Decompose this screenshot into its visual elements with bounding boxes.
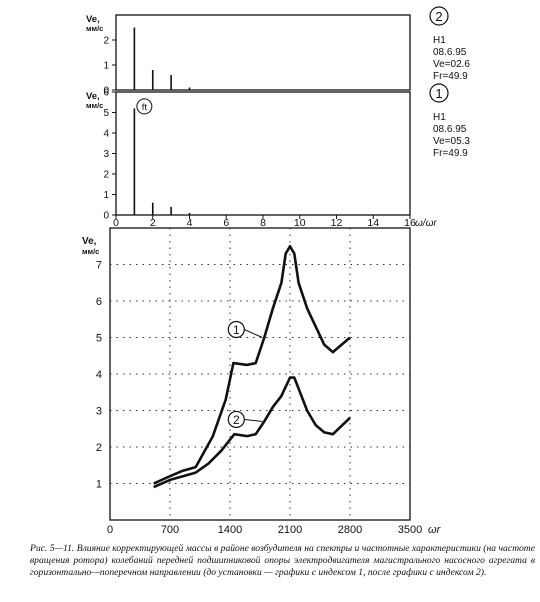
series-label-leader	[244, 329, 263, 338]
info-line: Ve=02.6	[433, 59, 470, 70]
info-line: 08.6.95	[433, 47, 467, 58]
y-axis-label: Ve,	[86, 14, 100, 25]
plot-frame	[115, 91, 411, 216]
info-line: 08.6.95	[433, 124, 467, 135]
y-tick-label: 1	[103, 190, 109, 201]
info-line: Fr=49.9	[433, 148, 468, 159]
series-line-1	[153, 245, 351, 485]
annotation-circle	[136, 98, 153, 115]
info-line: Ve=05.3	[433, 136, 470, 147]
x-tick-label: 700	[161, 524, 179, 536]
info-line: H1	[433, 35, 446, 46]
response-panel: 1 2 3 4 5 6 7 0 700 1400 2100 2800 3500 ωr Ve,мм/с 1 2	[82, 227, 442, 536]
y-tick-label: 1	[103, 61, 109, 72]
index-circle	[429, 83, 449, 103]
series-label-leader	[244, 418, 263, 422]
x-tick-label: 8	[260, 217, 266, 229]
x-tick-label: 2	[150, 217, 156, 229]
y-tick-label: 2	[103, 36, 109, 47]
y-tick-label: 5	[103, 108, 109, 119]
x-axis-label: ωr	[428, 524, 442, 536]
y-tick-label: 4	[96, 369, 102, 381]
x-tick-label: 4	[187, 217, 193, 229]
y-axis-label: Ve,	[86, 91, 100, 102]
x-tick-label: 0	[113, 217, 119, 229]
figure: 012Ve,мм/с2H108.6.95Ve=02.6Fr=49.9012345…	[82, 6, 470, 536]
index-label: 2	[435, 9, 442, 24]
y-tick-label: 0	[103, 86, 109, 97]
series-label: 1	[233, 323, 240, 337]
y-axis-unit: мм/с	[86, 101, 103, 110]
series-line-2	[153, 376, 351, 489]
x-tick-label: 2100	[278, 524, 302, 536]
index-circle	[429, 6, 449, 26]
y-tick-label: 6	[96, 296, 102, 308]
x-axis-label: ω/ωr	[415, 218, 437, 229]
x-tick-label: 2800	[338, 524, 362, 536]
y-tick-label: 2	[103, 170, 109, 181]
x-tick-label: 3500	[398, 524, 422, 536]
y-tick-label: 7	[96, 260, 102, 272]
info-line: Fr=49.9	[433, 71, 468, 82]
series-label-circle	[227, 320, 245, 339]
x-tick-label: 0	[107, 524, 113, 536]
y-axis-unit: мм/с	[82, 247, 99, 256]
plot-frame	[115, 14, 411, 91]
figure-caption: Рис. 5—11. Влияние корректирующей массы …	[30, 543, 535, 579]
y-tick-label: 6	[103, 88, 109, 99]
y-tick-label: 4	[103, 129, 109, 140]
annotation-label: ft	[142, 102, 148, 113]
series-label-circle	[227, 410, 245, 429]
y-axis-label: Ve,	[82, 236, 97, 247]
x-tick-label: 14	[367, 217, 379, 229]
y-tick-label: 3	[103, 149, 109, 160]
x-tick-label: 6	[223, 217, 229, 229]
y-tick-label: 3	[96, 406, 102, 418]
x-tick-label: 1400	[218, 524, 242, 536]
y-tick-label: 2	[96, 442, 102, 454]
x-tick-label: 10	[294, 217, 306, 229]
y-tick-label: 0	[103, 211, 109, 222]
info-line: H1	[433, 112, 446, 123]
x-tick-label: 12	[331, 217, 343, 229]
index-label: 1	[435, 86, 442, 101]
y-tick-label: 1	[96, 479, 102, 491]
y-tick-label: 5	[96, 333, 102, 345]
y-axis-unit: мм/с	[86, 24, 103, 33]
series-label: 2	[233, 413, 240, 427]
x-tick-label: 16	[404, 217, 416, 229]
